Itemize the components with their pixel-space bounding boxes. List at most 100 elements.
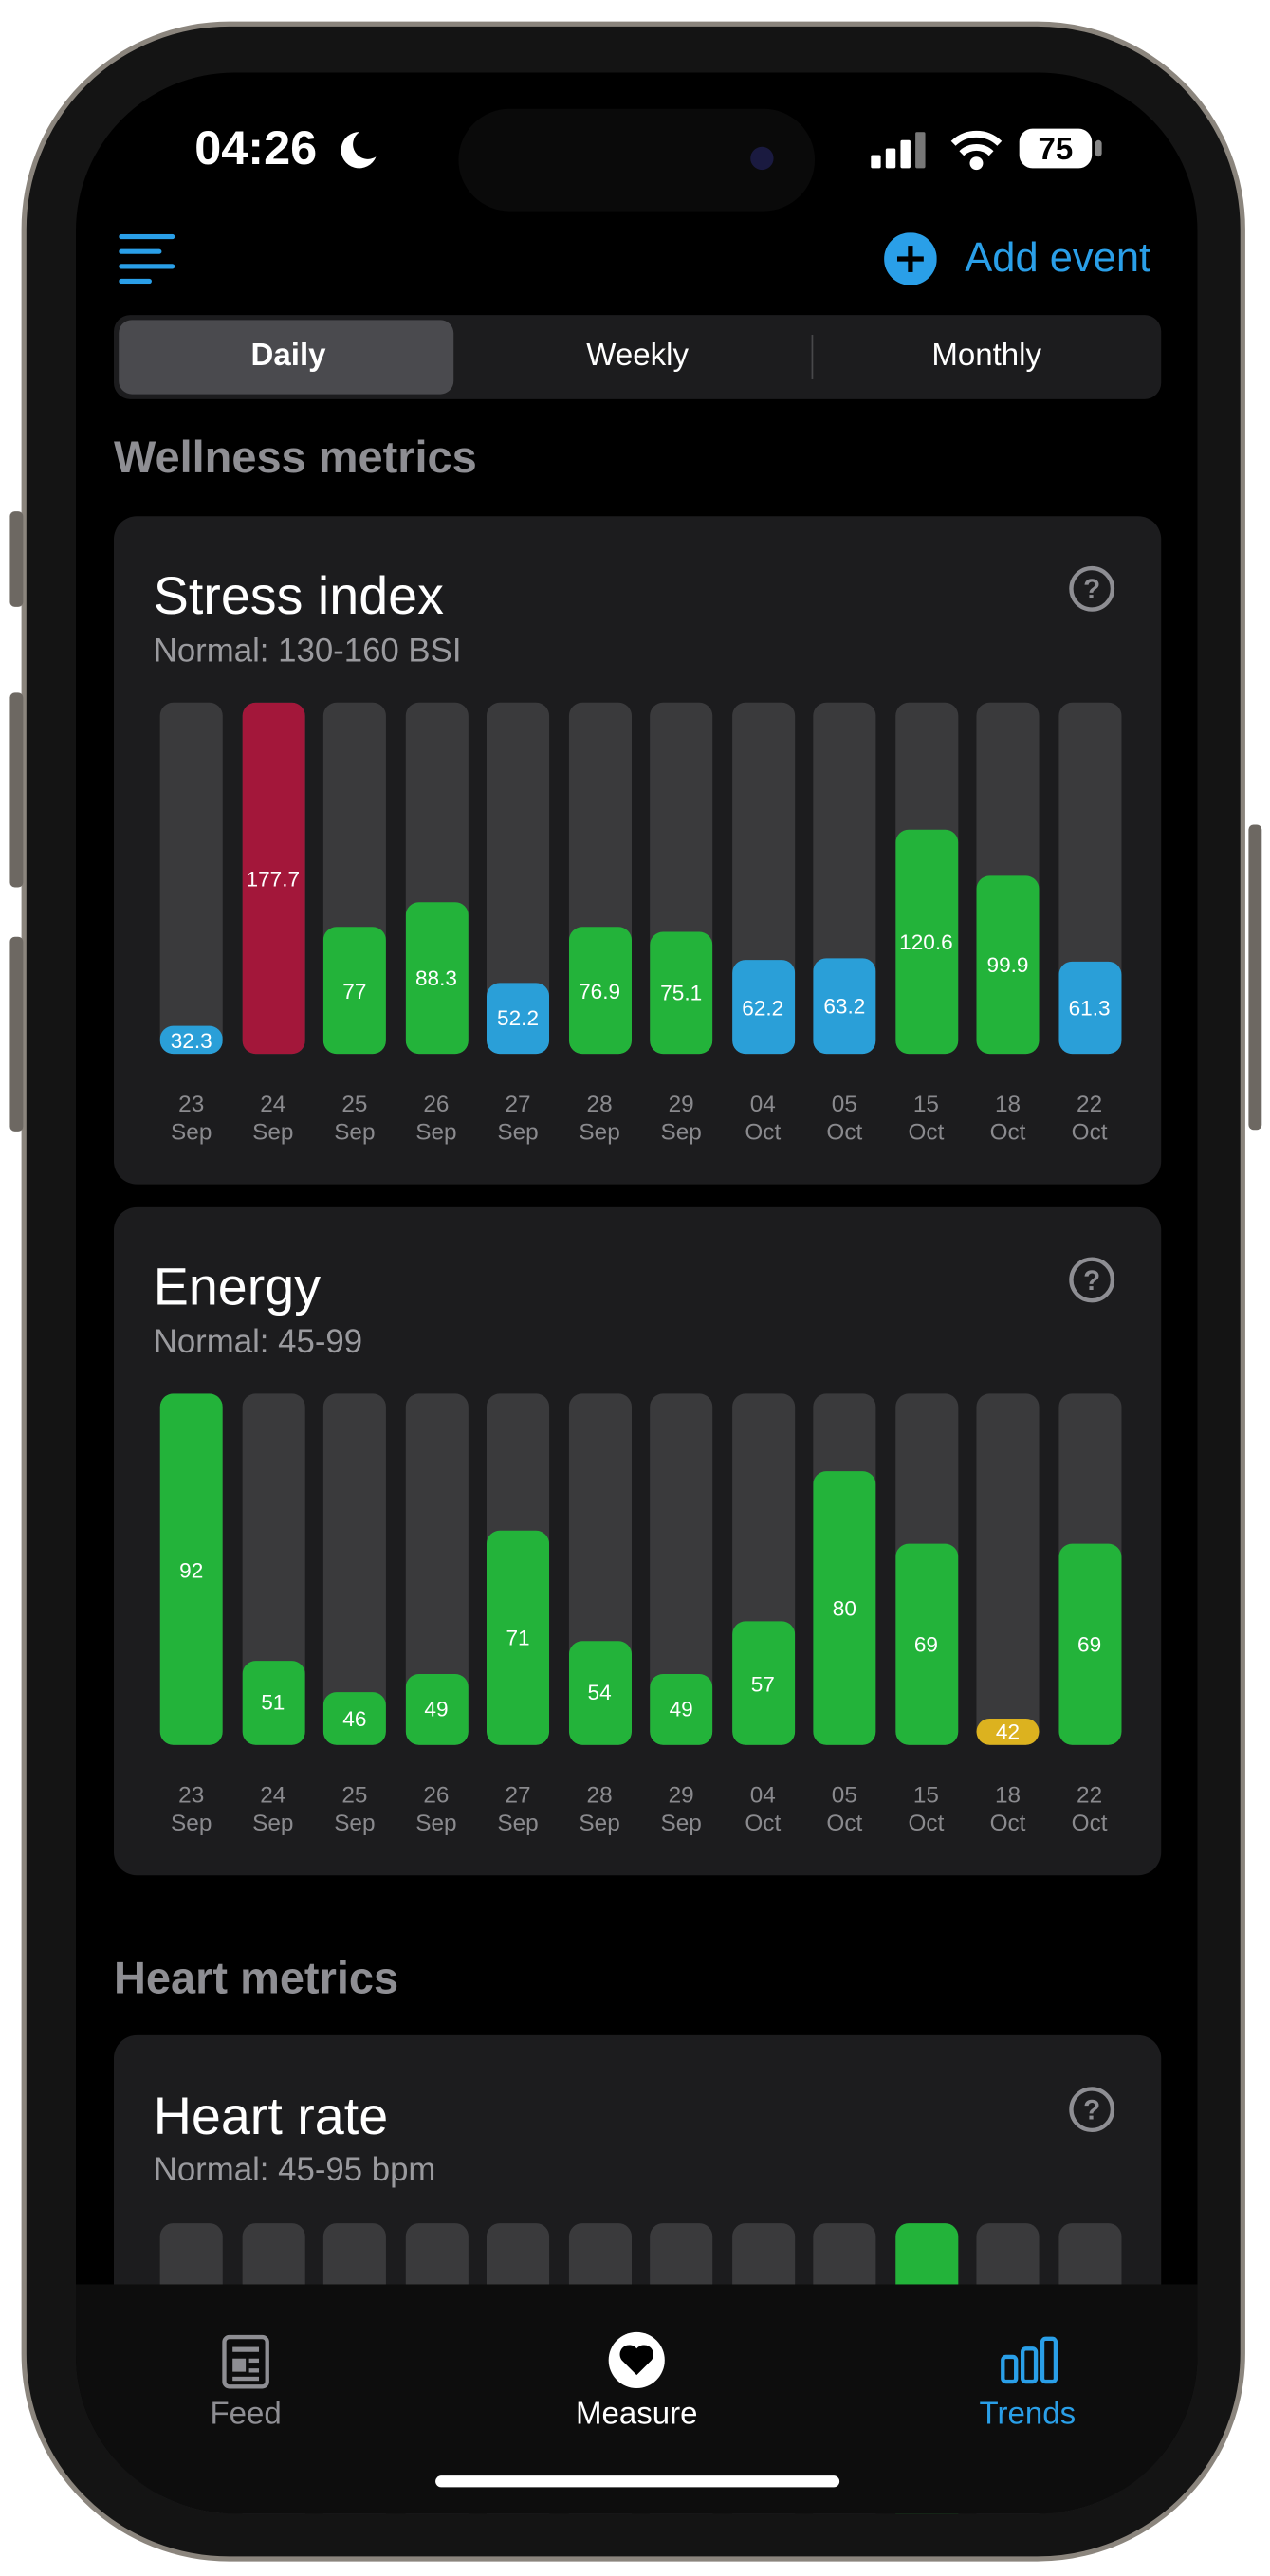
bar: 49 (404, 1673, 468, 1745)
help-button[interactable]: ? (1067, 1255, 1116, 1304)
x-tick-label: 28 Sep (579, 1090, 620, 1145)
bar: 88.3 (404, 902, 468, 1055)
add-icon[interactable] (884, 232, 937, 285)
bar-track: 61.3 (1058, 702, 1121, 1055)
measure-icon[interactable] (607, 2330, 667, 2390)
x-tick-label: 04 Oct (745, 1781, 782, 1836)
x-tick-label: 15 Oct (908, 1781, 945, 1836)
x-tick-label: 23 Sep (171, 1781, 212, 1836)
x-tick-label: 26 Sep (415, 1781, 457, 1836)
value-label: 49 (424, 1697, 449, 1722)
tab-label[interactable]: Feed (210, 2397, 282, 2433)
value-label: 32.3 (170, 1027, 212, 1053)
menu-button[interactable] (119, 233, 175, 285)
bar-track: 49 (650, 1393, 713, 1745)
value-label: 99.9 (986, 952, 1029, 978)
x-tick-label: 24 Sep (252, 1781, 294, 1836)
segment-label[interactable]: Monthly (931, 339, 1042, 374)
value-label: 63.2 (823, 993, 866, 1019)
tab-bar (75, 2284, 1198, 2514)
bar: 76.9 (568, 927, 632, 1055)
side-button (9, 511, 24, 607)
tab-label[interactable]: Measure (575, 2397, 698, 2433)
value-label: 54 (587, 1680, 612, 1705)
bar-track: 69 (1058, 1393, 1121, 1745)
x-tick-label: 22 Oct (1071, 1090, 1108, 1145)
help-button[interactable]: ? (1067, 2085, 1116, 2134)
segment-label[interactable]: Weekly (586, 339, 689, 374)
value-label: 57 (750, 1670, 775, 1696)
bar-track: 71 (486, 1393, 550, 1745)
bar-track: 76.9 (568, 702, 632, 1055)
value-label: 69 (1077, 1631, 1102, 1657)
x-tick-label: 25 Sep (334, 1781, 376, 1836)
chart-card: Stress index Normal: 130-160 BSI? 32.3 23 S… (113, 516, 1162, 1185)
home-indicator (435, 2475, 840, 2488)
side-button (9, 936, 24, 1132)
bar: 69 (894, 1543, 958, 1745)
bar-track: 46 (322, 1393, 386, 1745)
bar-track: 177.7 (241, 702, 304, 1055)
bar: 52.2 (486, 982, 550, 1055)
x-tick-label: 22 Oct (1071, 1781, 1108, 1836)
x-tick-label: 26 Sep (415, 1090, 457, 1145)
svg-text:?: ? (1083, 2095, 1100, 2126)
battery (1019, 128, 1093, 169)
x-tick-label: 27 Sep (497, 1781, 539, 1836)
value-label: 46 (342, 1706, 367, 1732)
bar: 62.2 (731, 960, 795, 1055)
chart-card: Energy Normal: 45-99? 92 23 Sep 51 24 Sep 46 25… (113, 1206, 1162, 1876)
value-label: 69 (913, 1631, 939, 1657)
bar: 42 (976, 1719, 1040, 1745)
x-tick-label: 18 Oct (989, 1781, 1026, 1836)
bar: 63.2 (813, 957, 876, 1055)
value-label: 80 (832, 1595, 856, 1621)
card-subtitle: Normal: 130-160 BSI (153, 633, 462, 671)
bar: 92 (159, 1393, 223, 1745)
side-button (1248, 824, 1262, 1131)
card-subtitle: Normal: 45-95 bpm (153, 2152, 436, 2189)
side-button (9, 692, 24, 888)
feed-icon[interactable] (218, 2334, 274, 2390)
segment-divider (811, 335, 814, 379)
bar: 77 (322, 927, 386, 1055)
section-title: Wellness metrics (113, 432, 477, 483)
battery-tip (1095, 139, 1102, 157)
x-tick-label: 23 Sep (171, 1090, 212, 1145)
card-title: Heart rate (153, 2086, 389, 2146)
bar: 69 (1058, 1543, 1121, 1745)
bar-track: 32.3 (159, 702, 223, 1055)
add-event-button[interactable]: Add event (965, 234, 1151, 282)
x-tick-label: 29 Sep (660, 1090, 702, 1145)
bar-track: 69 (894, 1393, 958, 1745)
bar: 177.7 (241, 703, 304, 1055)
card-title: Energy (153, 1257, 322, 1316)
bar-track: 80 (813, 1393, 876, 1745)
x-tick-label: 15 Oct (908, 1090, 945, 1145)
segment-label[interactable]: Daily (250, 339, 326, 374)
bar: 80 (813, 1471, 876, 1745)
bar-track: 88.3 (404, 702, 468, 1055)
signal-icon (871, 132, 926, 169)
tab-label[interactable]: Trends (979, 2397, 1077, 2433)
x-tick-label: 05 Oct (826, 1781, 863, 1836)
bar-track: 42 (976, 1393, 1040, 1745)
section-title: Heart metrics (113, 1953, 399, 2003)
help-button[interactable]: ? (1067, 564, 1116, 614)
status-time: 04:26 (194, 122, 318, 176)
bar: 120.6 (894, 830, 958, 1055)
bar: 32.3 (159, 1026, 223, 1055)
value-label: 49 (669, 1697, 693, 1722)
bar-track: 63.2 (813, 702, 876, 1055)
bar: 71 (486, 1530, 550, 1745)
value-label: 120.6 (899, 929, 953, 955)
value-label: 76.9 (579, 978, 621, 1003)
bar: 46 (322, 1692, 386, 1745)
bar-track: 120.6 (894, 702, 958, 1055)
x-tick-label: 28 Sep (579, 1781, 620, 1836)
trends-icon[interactable] (1000, 2335, 1059, 2384)
svg-text:?: ? (1083, 1265, 1100, 1297)
bar-track: 52.2 (486, 702, 550, 1055)
